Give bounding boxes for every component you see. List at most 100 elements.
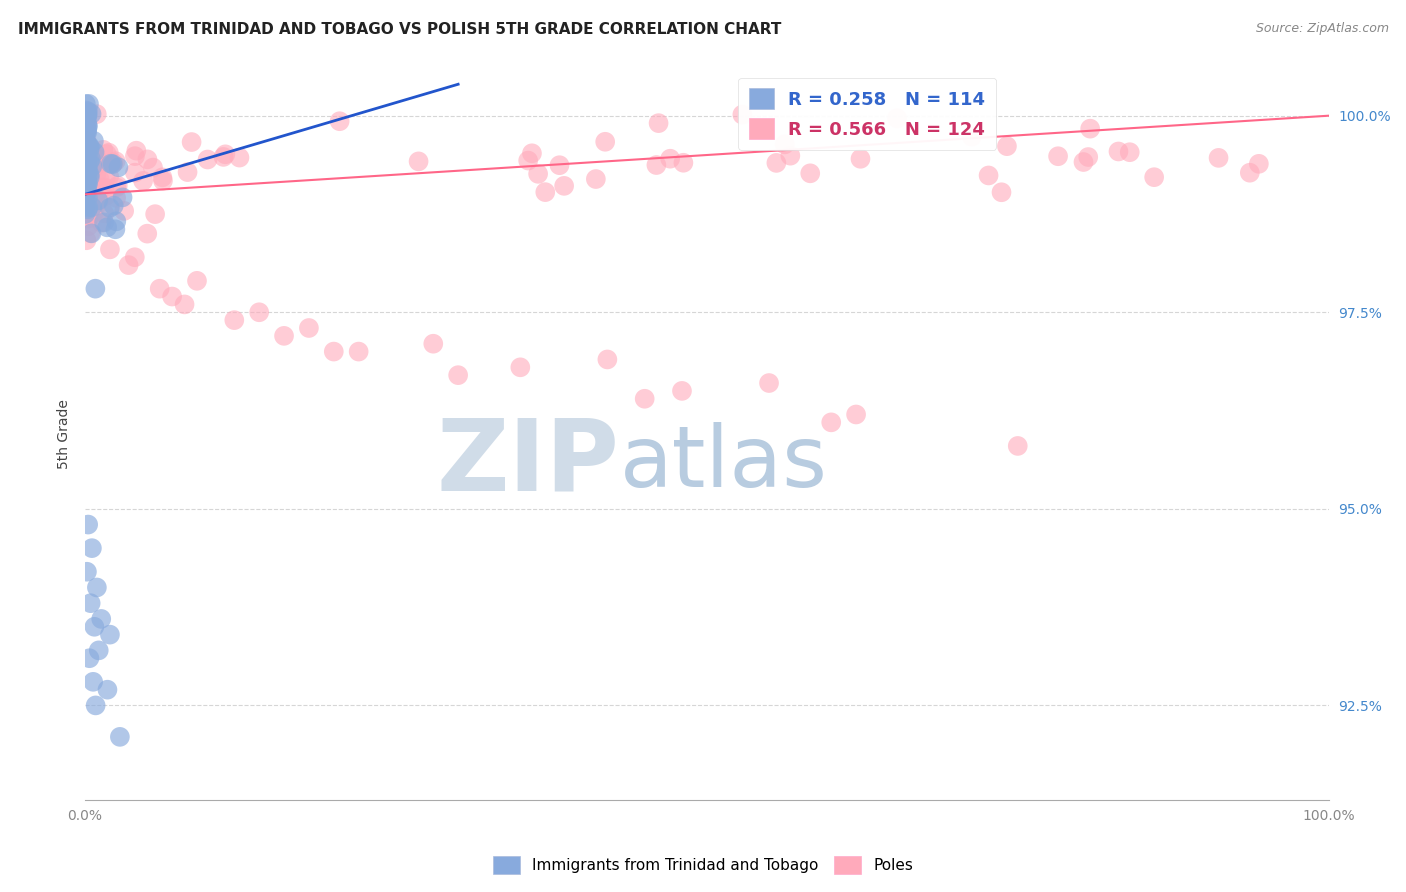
Point	[83, 206, 105, 220]
Point	[849, 152, 872, 166]
Point	[75, 196, 97, 211]
Point	[77, 175, 100, 189]
Point	[77, 201, 100, 215]
Point	[76, 122, 98, 136]
Point	[77, 104, 100, 119]
Point	[76, 136, 98, 151]
Point	[1143, 170, 1166, 185]
Point	[96, 188, 118, 202]
Point	[77, 219, 100, 234]
Point	[212, 150, 235, 164]
Point	[86, 581, 108, 595]
Point	[75, 169, 97, 184]
Point	[83, 145, 105, 160]
Point	[77, 174, 100, 188]
Point	[75, 187, 97, 202]
Point	[76, 174, 98, 188]
Point	[90, 612, 112, 626]
Point	[75, 179, 97, 194]
Legend: Immigrants from Trinidad and Tobago, Poles: Immigrants from Trinidad and Tobago, Pol…	[486, 850, 920, 880]
Point	[107, 161, 129, 175]
Point	[197, 153, 219, 167]
Point	[76, 202, 98, 217]
Point	[107, 178, 129, 193]
Point	[84, 168, 107, 182]
Point	[100, 157, 122, 171]
Point	[731, 107, 754, 121]
Point	[84, 185, 107, 199]
Point	[79, 226, 101, 240]
Point	[634, 392, 657, 406]
Point	[90, 181, 112, 195]
Point	[89, 194, 111, 208]
Point	[75, 137, 97, 152]
Point	[273, 329, 295, 343]
Point	[98, 169, 121, 184]
Point	[990, 186, 1012, 200]
Point	[422, 336, 444, 351]
Point	[83, 134, 105, 148]
Point	[76, 139, 98, 153]
Point	[83, 620, 105, 634]
Point	[98, 243, 121, 257]
Point	[89, 172, 111, 186]
Point	[671, 384, 693, 398]
Point	[87, 194, 110, 208]
Legend: R = 0.258   N = 114, R = 0.566   N = 124: R = 0.258 N = 114, R = 0.566 N = 124	[738, 78, 997, 150]
Point	[96, 147, 118, 161]
Point	[125, 144, 148, 158]
Point	[509, 360, 531, 375]
Point	[765, 156, 787, 170]
Point	[75, 210, 97, 224]
Point	[75, 146, 97, 161]
Point	[76, 202, 98, 216]
Point	[111, 190, 134, 204]
Point	[76, 172, 98, 186]
Point	[186, 274, 208, 288]
Point	[150, 170, 173, 185]
Point	[773, 137, 796, 152]
Point	[76, 167, 98, 181]
Point	[98, 627, 121, 641]
Point	[1078, 121, 1101, 136]
Point	[124, 149, 146, 163]
Point	[86, 153, 108, 167]
Point	[79, 168, 101, 182]
Point	[75, 122, 97, 136]
Point	[1073, 155, 1095, 169]
Point	[82, 200, 104, 214]
Point	[76, 182, 98, 196]
Point	[136, 227, 159, 241]
Point	[645, 158, 668, 172]
Point	[80, 227, 103, 241]
Text: atlas: atlas	[620, 422, 828, 505]
Point	[75, 152, 97, 166]
Point	[1047, 149, 1070, 163]
Point	[75, 156, 97, 170]
Point	[77, 177, 100, 191]
Point	[247, 305, 270, 319]
Point	[108, 730, 131, 744]
Text: IMMIGRANTS FROM TRINIDAD AND TOBAGO VS POLISH 5TH GRADE CORRELATION CHART: IMMIGRANTS FROM TRINIDAD AND TOBAGO VS P…	[18, 22, 782, 37]
Point	[117, 258, 139, 272]
Point	[124, 166, 146, 180]
Point	[596, 352, 619, 367]
Point	[75, 169, 97, 184]
Point	[224, 313, 246, 327]
Point	[104, 222, 127, 236]
Point	[79, 154, 101, 169]
Point	[75, 152, 97, 166]
Point	[103, 155, 125, 169]
Point	[76, 160, 98, 174]
Point	[76, 154, 98, 169]
Point	[75, 150, 97, 164]
Point	[143, 207, 166, 221]
Point	[76, 134, 98, 148]
Point	[90, 216, 112, 230]
Point	[112, 203, 135, 218]
Point	[75, 186, 97, 201]
Point	[80, 152, 103, 166]
Point	[659, 152, 682, 166]
Point	[124, 250, 146, 264]
Point	[1108, 145, 1130, 159]
